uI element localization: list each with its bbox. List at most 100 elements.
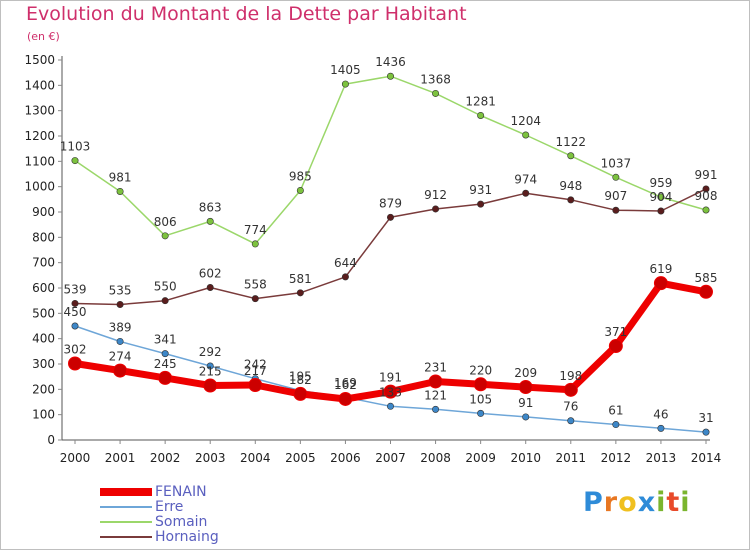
data-label-somain: 1436	[375, 55, 406, 69]
data-point-somain	[432, 89, 440, 97]
data-label-erre: 242	[244, 358, 267, 372]
data-label-hornaing: 991	[695, 168, 718, 182]
data-point-fenain	[158, 370, 173, 385]
data-label-erre: 195	[289, 370, 312, 384]
y-tick-label: 900	[32, 205, 55, 219]
data-point-fenain	[699, 284, 713, 299]
data-label-fenain: 198	[559, 369, 582, 383]
data-point-erre	[477, 409, 485, 417]
data-label-hornaing: 974	[514, 172, 537, 186]
logo-letter: i	[680, 487, 691, 518]
data-point-fenain	[473, 377, 488, 392]
data-label-hornaing: 931	[469, 183, 492, 197]
data-label-hornaing: 558	[244, 278, 267, 292]
data-point-hornaing	[386, 213, 394, 221]
data-point-somain	[161, 232, 169, 240]
data-label-erre: 292	[199, 345, 222, 359]
legend-item-somain: Somain	[100, 515, 270, 530]
data-point-somain	[386, 72, 394, 80]
data-label-erre: 91	[518, 396, 533, 410]
data-label-hornaing: 550	[154, 280, 177, 294]
data-point-erre	[702, 428, 710, 436]
data-label-hornaing: 907	[604, 189, 627, 203]
data-point-somain	[251, 240, 259, 248]
data-label-erre: 341	[154, 333, 177, 347]
data-label-erre: 133	[379, 385, 402, 399]
data-point-somain	[296, 186, 304, 194]
data-point-fenain	[428, 374, 443, 389]
data-point-somain	[657, 193, 665, 201]
legend-item-hornaing: Hornaing	[100, 530, 270, 545]
x-tick-label: 2013	[646, 451, 677, 465]
data-label-somain: 1103	[60, 140, 91, 154]
data-point-hornaing	[522, 189, 530, 197]
data-point-somain	[702, 206, 710, 214]
data-label-hornaing: 904	[649, 190, 672, 204]
data-label-fenain: 302	[64, 342, 87, 356]
logo-letter: r	[603, 487, 619, 518]
data-point-erre	[161, 350, 169, 358]
data-point-somain	[567, 152, 575, 160]
y-tick-label: 0	[47, 433, 55, 447]
data-point-fenain	[338, 391, 353, 406]
data-label-erre: 450	[64, 305, 87, 319]
x-tick-label: 2007	[375, 451, 406, 465]
data-point-hornaing	[251, 295, 259, 303]
y-tick-label: 1400	[24, 78, 55, 92]
y-tick-label: 100	[32, 408, 55, 422]
data-point-erre	[612, 421, 620, 429]
data-label-somain: 981	[109, 170, 132, 184]
data-point-erre	[657, 424, 665, 432]
data-point-hornaing	[116, 300, 124, 308]
y-tick-label: 1300	[24, 104, 55, 118]
data-label-somain: 1037	[601, 156, 632, 170]
data-point-erre	[206, 362, 214, 370]
data-point-somain	[71, 157, 79, 165]
data-point-fenain	[563, 382, 578, 397]
data-point-hornaing	[657, 207, 665, 215]
x-tick-label: 2001	[105, 451, 136, 465]
data-label-erre: 31	[698, 411, 713, 425]
data-point-somain	[477, 111, 485, 119]
data-label-erre: 169	[334, 376, 357, 390]
data-point-somain	[612, 173, 620, 181]
data-point-hornaing	[702, 185, 710, 193]
data-label-erre: 105	[469, 392, 492, 406]
data-point-hornaing	[341, 273, 349, 281]
data-point-hornaing	[296, 289, 304, 297]
data-label-hornaing: 912	[424, 188, 447, 202]
data-point-somain	[116, 187, 124, 195]
x-tick-label: 2005	[285, 451, 316, 465]
data-label-erre: 61	[608, 404, 623, 418]
proxiti-logo: Proxiti	[583, 487, 691, 518]
x-tick-label: 2009	[465, 451, 496, 465]
data-label-somain: 1368	[420, 72, 451, 86]
data-label-somain: 985	[289, 169, 312, 183]
data-point-hornaing	[432, 205, 440, 213]
y-tick-label: 600	[32, 281, 55, 295]
x-tick-label: 2002	[150, 451, 181, 465]
logo-letter: i	[656, 487, 667, 518]
data-label-fenain: 220	[469, 363, 492, 377]
data-label-hornaing: 539	[64, 282, 87, 296]
x-tick-label: 2003	[195, 451, 226, 465]
data-point-hornaing	[567, 196, 575, 204]
data-point-somain	[522, 131, 530, 139]
data-point-erre	[386, 402, 394, 410]
data-label-erre: 389	[109, 320, 132, 334]
data-point-erre	[116, 337, 124, 345]
data-point-somain	[341, 80, 349, 88]
data-label-somain: 806	[154, 215, 177, 229]
data-label-fenain: 231	[424, 360, 447, 374]
y-tick-label: 400	[32, 332, 55, 346]
data-label-hornaing: 644	[334, 256, 357, 270]
data-label-hornaing: 581	[289, 272, 312, 286]
y-tick-label: 500	[32, 306, 55, 320]
data-label-fenain: 585	[695, 271, 718, 285]
data-point-hornaing	[477, 200, 485, 208]
data-point-fenain	[518, 380, 533, 395]
logo-letter: x	[637, 487, 657, 518]
data-point-fenain	[113, 363, 128, 378]
x-tick-label: 2010	[510, 451, 541, 465]
